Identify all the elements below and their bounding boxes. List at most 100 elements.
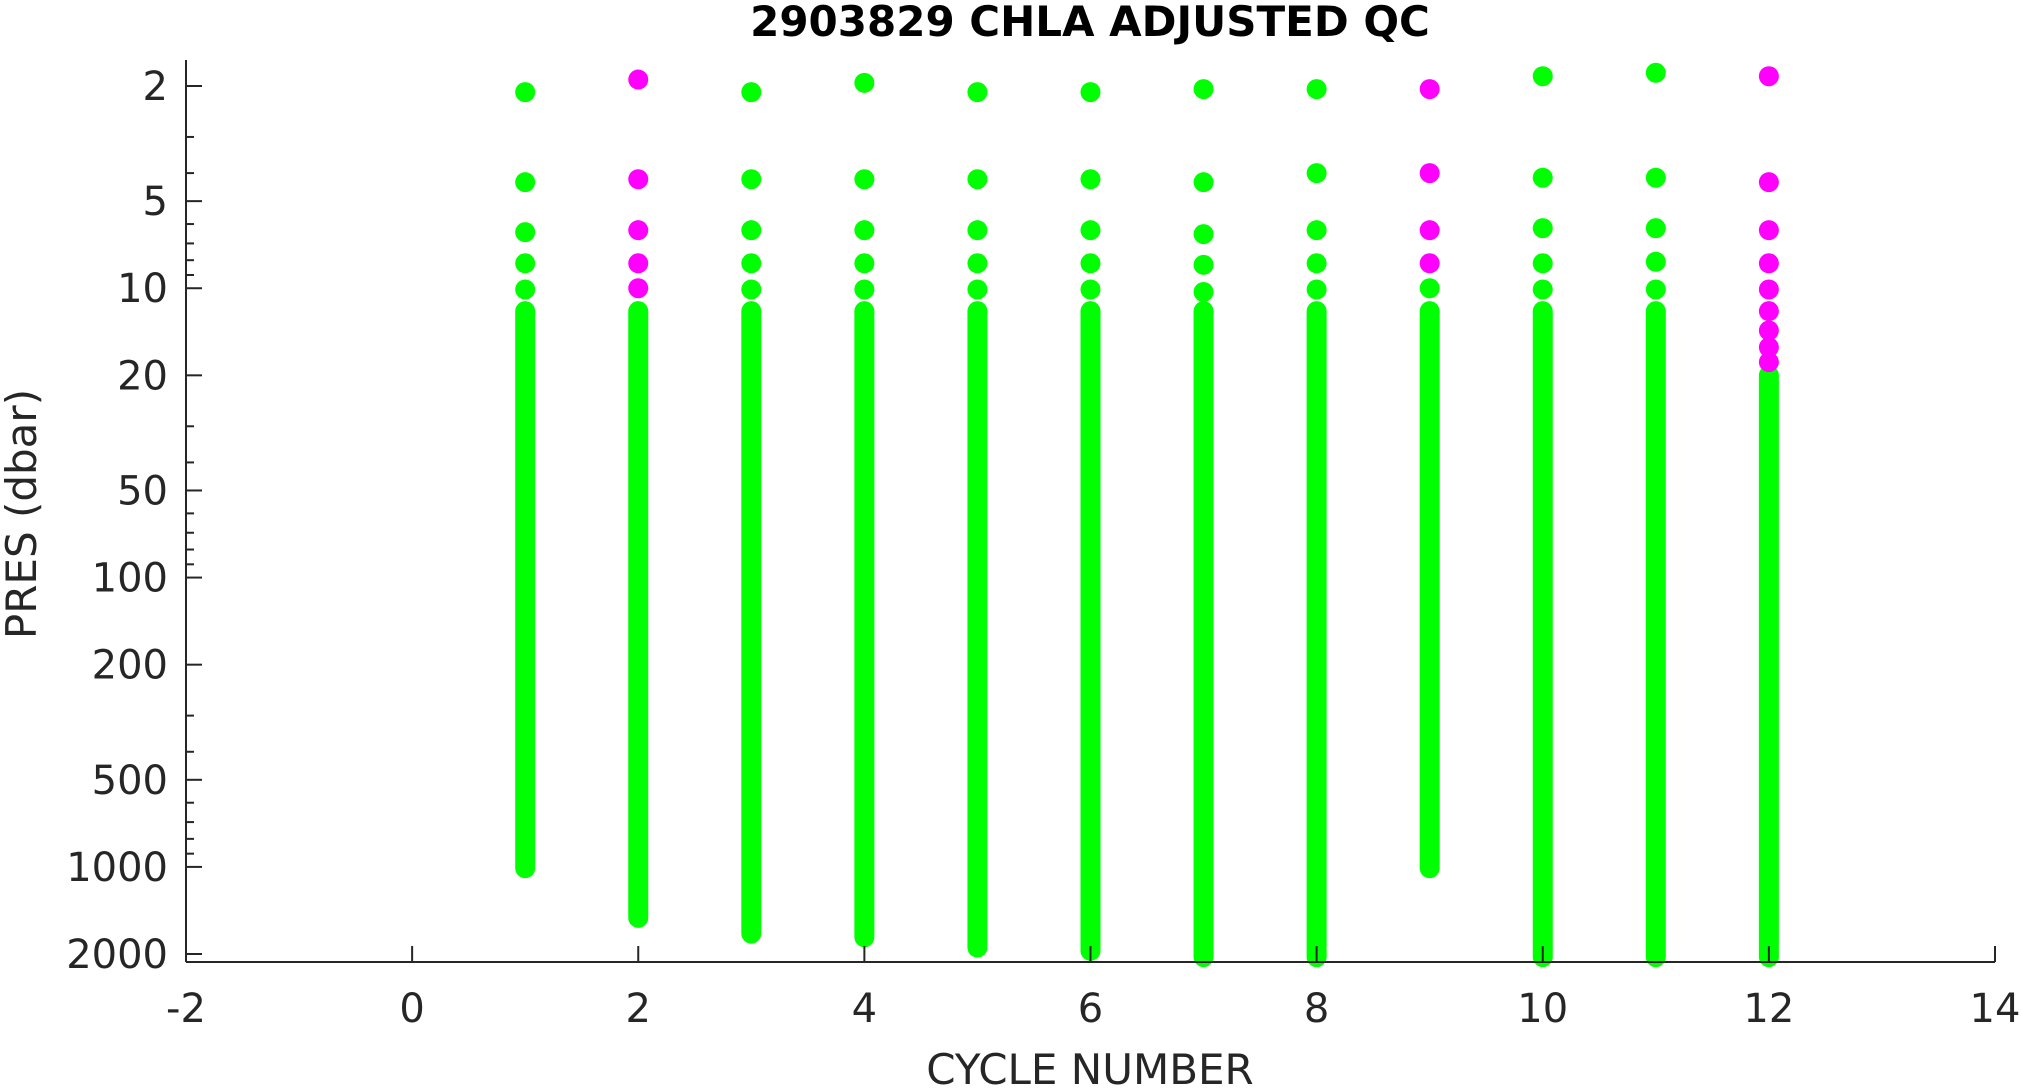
qc-flag-point xyxy=(1758,220,1779,241)
qc-good-point xyxy=(1193,254,1214,275)
qc-good-point xyxy=(1645,218,1666,239)
qc-flag-point xyxy=(628,253,649,274)
qc-good-point xyxy=(854,279,875,300)
qc-good-point xyxy=(1532,253,1553,274)
x-tick-label: 6 xyxy=(1078,986,1103,1032)
qc-good-point xyxy=(1645,251,1666,272)
x-tick-label: 2 xyxy=(626,986,651,1032)
y-tick-label: 2 xyxy=(143,64,168,110)
x-tick-label: -2 xyxy=(166,986,206,1032)
y-tick-label: 20 xyxy=(117,353,168,399)
x-tick-label: 14 xyxy=(1970,986,2021,1032)
qc-good-point xyxy=(515,222,536,243)
x-ticks: -2 0 2 4 6 8 10 12 14 xyxy=(166,946,2020,1032)
qc-flag-point xyxy=(628,278,649,299)
qc-good-profile-column xyxy=(854,301,875,948)
qc-flag-point xyxy=(1758,352,1779,373)
qc-good-point xyxy=(854,72,875,93)
qc-good-point xyxy=(967,220,988,241)
y-tick-label: 500 xyxy=(92,758,168,804)
qc-good-point xyxy=(515,82,536,103)
qc-good-point xyxy=(515,172,536,193)
qc-good-point xyxy=(1306,79,1327,100)
qc-good-point xyxy=(1532,218,1553,239)
qc-flag-point xyxy=(1758,337,1779,358)
qc-flag-point xyxy=(1758,66,1779,87)
qc-good-point xyxy=(1419,278,1440,299)
x-tick-label: 12 xyxy=(1743,986,1794,1032)
qc-good-profile-column xyxy=(628,301,649,928)
qc-good-point xyxy=(741,253,762,274)
qc-good-point xyxy=(1193,172,1214,193)
qc-good-point xyxy=(1306,253,1327,274)
data-marks xyxy=(515,62,1779,968)
y-axis-title: PRES (dbar) xyxy=(0,389,46,639)
qc-good-point xyxy=(854,220,875,241)
qc-good-point xyxy=(1532,66,1553,87)
x-tick-label: 0 xyxy=(399,986,424,1032)
y-tick-label: 1000 xyxy=(66,845,168,891)
x-tick-label: 4 xyxy=(852,986,877,1032)
qc-good-profile-column xyxy=(1193,301,1214,968)
qc-flag-point xyxy=(628,169,649,190)
qc-good-point xyxy=(1645,167,1666,188)
qc-good-point xyxy=(967,82,988,103)
qc-good-point xyxy=(1193,224,1214,245)
qc-good-profile-column xyxy=(1758,365,1779,968)
qc-good-point xyxy=(854,169,875,190)
qc-good-point xyxy=(1080,220,1101,241)
chart-title: 2903829 CHLA ADJUSTED QC xyxy=(750,0,1430,46)
qc-good-profile-column xyxy=(1306,301,1327,968)
qc-good-point xyxy=(1306,279,1327,300)
qc-good-profile-column xyxy=(967,301,988,958)
y-ticks: 2 5 10 20 50 100 200 500 1000 2000 xyxy=(66,64,202,978)
qc-good-point xyxy=(1080,253,1101,274)
qc-flag-point xyxy=(1419,163,1440,184)
qc-good-point xyxy=(1532,167,1553,188)
qc-good-point xyxy=(967,253,988,274)
qc-flag-point xyxy=(1419,220,1440,241)
qc-flag-point xyxy=(1758,320,1779,341)
qc-good-point xyxy=(967,279,988,300)
qc-good-point xyxy=(854,253,875,274)
qc-good-profile-column xyxy=(1419,301,1440,879)
qc-good-point xyxy=(515,253,536,274)
qc-good-point xyxy=(1645,62,1666,83)
qc-good-point xyxy=(741,169,762,190)
qc-good-point xyxy=(741,82,762,103)
qc-good-profile-column xyxy=(1080,301,1101,961)
x-tick-label: 10 xyxy=(1517,986,1568,1032)
qc-good-point xyxy=(1532,279,1553,300)
qc-good-point xyxy=(1193,281,1214,302)
qc-flag-point xyxy=(1419,253,1440,274)
qc-good-profile-column xyxy=(515,301,536,879)
qc-flag-point xyxy=(628,69,649,90)
qc-good-point xyxy=(1080,82,1101,103)
qc-good-point xyxy=(1306,220,1327,241)
qc-flag-point xyxy=(1758,279,1779,300)
qc-good-point xyxy=(741,279,762,300)
y-tick-label: 100 xyxy=(92,556,168,602)
y-tick-label: 2000 xyxy=(66,932,168,978)
y-tick-label: 5 xyxy=(143,179,168,225)
x-tick-label: 8 xyxy=(1304,986,1329,1032)
y-tick-label: 10 xyxy=(117,266,168,312)
qc-good-point xyxy=(1306,163,1327,184)
qc-good-profile-column xyxy=(1532,301,1553,968)
qc-good-point xyxy=(1080,279,1101,300)
qc-good-profile-column xyxy=(1645,301,1666,968)
x-axis-title: CYCLE NUMBER xyxy=(926,1045,1254,1088)
qc-good-point xyxy=(741,220,762,241)
qc-flag-point xyxy=(628,220,649,241)
qc-good-point xyxy=(1193,79,1214,100)
qc-good-profile-column xyxy=(741,301,762,944)
qc-flag-point xyxy=(1419,79,1440,100)
qc-good-point xyxy=(1645,279,1666,300)
qc-flag-point xyxy=(1758,172,1779,193)
qc-flag-point xyxy=(1758,253,1779,274)
qc-flag-point xyxy=(1758,301,1779,322)
qc-good-point xyxy=(967,169,988,190)
qc-good-point xyxy=(515,279,536,300)
qc-good-point xyxy=(1080,169,1101,190)
